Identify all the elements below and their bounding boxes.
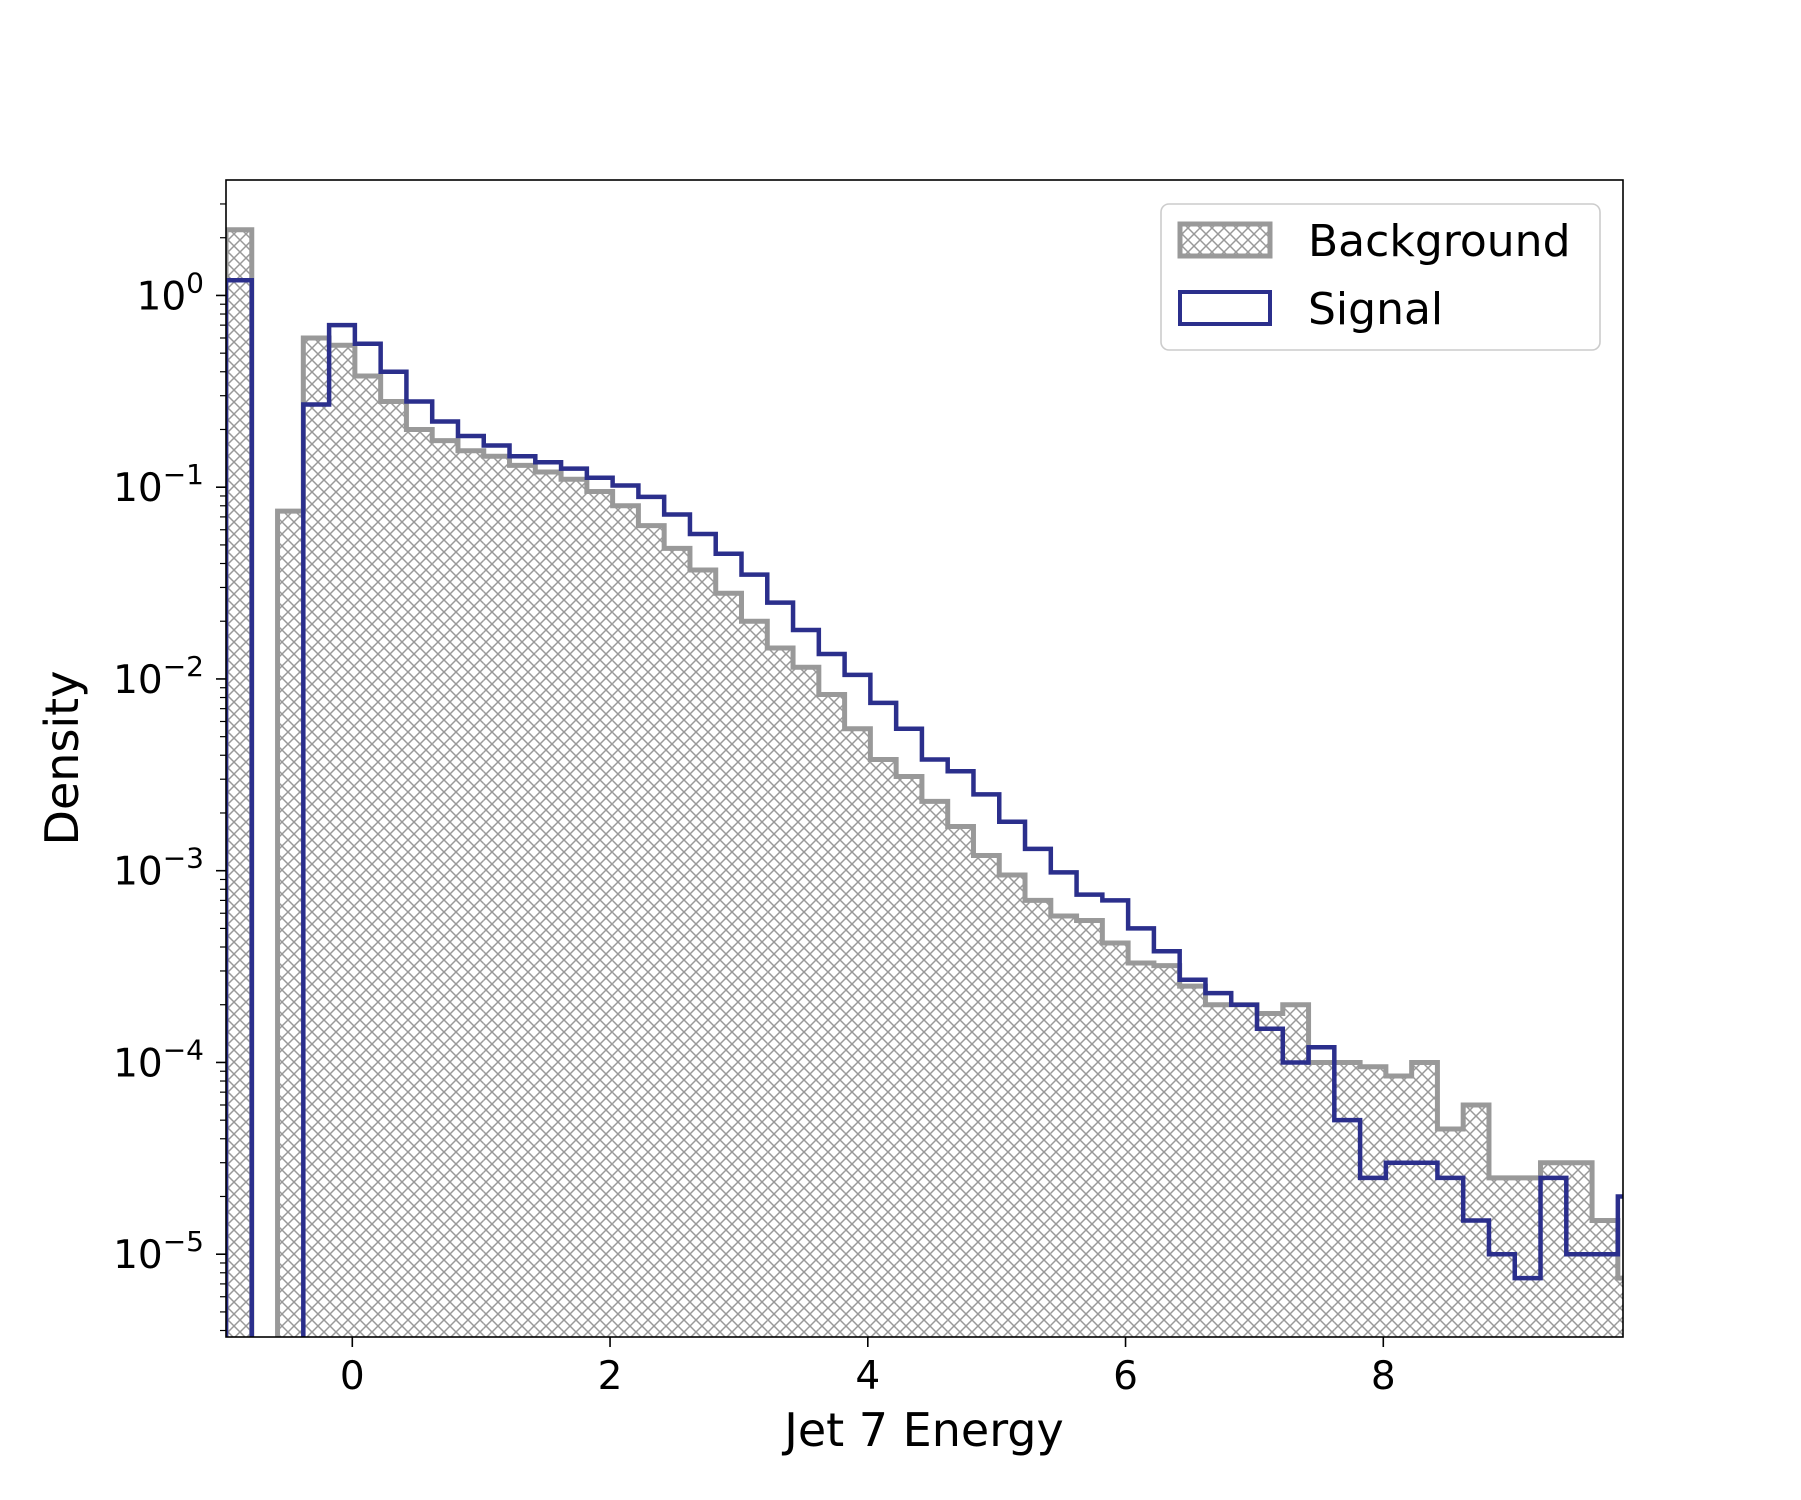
background-bar (277, 511, 304, 1337)
y-axis-label: Density (35, 671, 89, 846)
background-outline (226, 227, 1623, 1337)
y-tick-label: 100 (137, 266, 204, 319)
background-bar (1308, 1062, 1335, 1337)
background-bar (973, 855, 1000, 1337)
background-bar (561, 479, 587, 1337)
y-axis-ticks: 100 10−1 10−2 10−3 10−4 10−5 (113, 203, 226, 1332)
background-bar (1257, 1013, 1283, 1337)
y-tick-label: 10−1 (113, 458, 204, 511)
legend-label-signal: Signal (1308, 284, 1443, 335)
y-tick-label: 10−3 (113, 842, 204, 895)
background-bar (1128, 963, 1154, 1337)
legend-label-background: Background (1308, 216, 1571, 267)
background-bar (535, 472, 562, 1337)
signal-outline (226, 278, 1623, 1337)
background-bar (896, 776, 922, 1337)
background-bar (380, 401, 407, 1337)
background-bar (329, 345, 355, 1337)
background-bar (1231, 1004, 1257, 1337)
background-bar (1102, 942, 1129, 1337)
background-bar (638, 525, 665, 1337)
background-bar (1205, 1004, 1232, 1337)
background-bar (1488, 1177, 1515, 1337)
histogram-bars (226, 227, 1623, 1337)
background-bar (689, 569, 716, 1337)
y-tick-label: 10−2 (113, 650, 204, 703)
x-tick-label: 0 (340, 1354, 365, 1399)
background-bar (844, 728, 871, 1337)
background-bar (432, 440, 458, 1337)
background-bar (1566, 1162, 1593, 1337)
background-bar (1617, 1278, 1623, 1337)
background-bar (999, 874, 1026, 1337)
plot-frame (225, 179, 1624, 1338)
background-bar (1463, 1104, 1489, 1337)
background-bar (947, 826, 974, 1337)
background-bar (1153, 965, 1180, 1337)
legend-swatch-signal (1178, 290, 1272, 326)
background-bar (1437, 1128, 1464, 1337)
background-bar (1540, 1162, 1567, 1337)
background-bar (1179, 986, 1206, 1337)
background-bar (1514, 1177, 1541, 1337)
background-bar (921, 801, 948, 1337)
background-bar (1334, 1062, 1361, 1337)
legend: Background Signal (1160, 203, 1601, 351)
background-bar (406, 429, 433, 1337)
series-background (226, 227, 1623, 1337)
x-axis-label: Jet 7 Energy (781, 1403, 1063, 1457)
background-bar (586, 491, 613, 1337)
y-tick-label: 10−4 (113, 1033, 204, 1086)
x-tick-label: 2 (598, 1354, 623, 1399)
background-bar (1282, 1004, 1309, 1337)
x-tick-label: 4 (855, 1354, 880, 1399)
background-bar (1592, 1220, 1618, 1337)
background-bar (1025, 900, 1051, 1337)
background-bar (664, 548, 690, 1337)
background-bar (1076, 920, 1103, 1337)
background-bar (483, 456, 510, 1337)
background-bar (1050, 916, 1077, 1337)
background-bar (354, 376, 381, 1337)
background-bar (1385, 1075, 1412, 1337)
background-bar (226, 229, 252, 1337)
background-bar (793, 667, 819, 1337)
background-bar (457, 450, 484, 1337)
background-bar (509, 465, 536, 1337)
background-bar (303, 337, 330, 1337)
y-tick-label: 10−5 (113, 1225, 204, 1278)
series-signal (226, 278, 1623, 1337)
legend-swatch-background (1177, 221, 1273, 259)
background-bar (715, 593, 742, 1337)
x-axis-ticks: 0 2 4 6 8 (340, 1337, 1396, 1399)
background-bar (612, 505, 639, 1337)
background-bar (818, 694, 845, 1337)
background-bar (1411, 1062, 1438, 1337)
background-bar (870, 759, 897, 1337)
x-tick-label: 6 (1113, 1354, 1138, 1399)
background-bar (741, 621, 768, 1337)
background-bar (767, 648, 794, 1337)
x-tick-label: 8 (1371, 1354, 1396, 1399)
background-bar (1360, 1066, 1386, 1337)
